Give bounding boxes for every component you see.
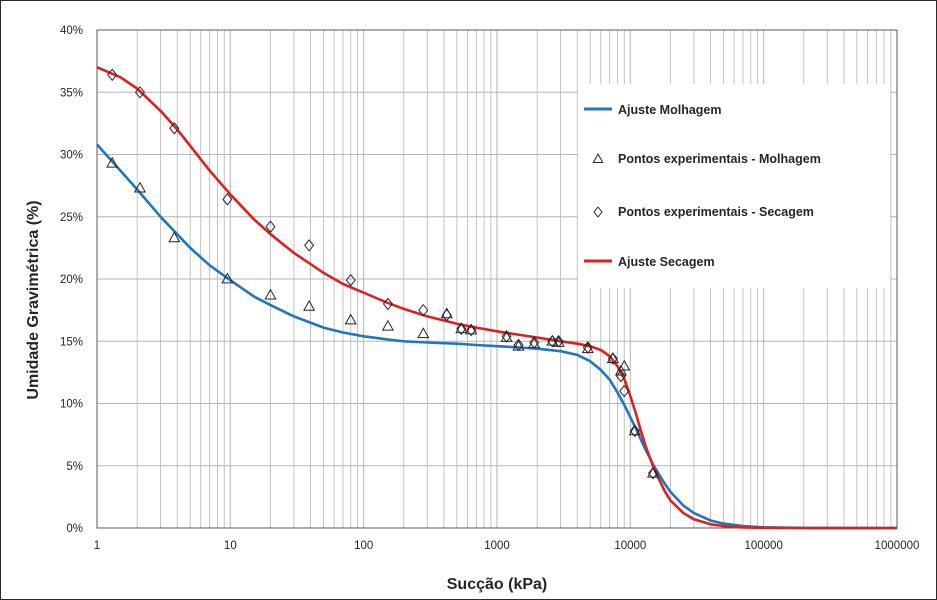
- x-tick-label: 100000: [744, 540, 782, 552]
- diamond-marker: [607, 352, 618, 365]
- x-tick-labels: 1 10 100 1000 10000 100000 1000000: [94, 540, 920, 552]
- x-tick-label: 1: [94, 540, 100, 552]
- y-tick-label: 35%: [60, 87, 83, 99]
- triangle-marker: [417, 327, 430, 339]
- diamond-marker: [441, 308, 452, 322]
- triangle-marker: [168, 231, 181, 243]
- triangle-marker: [221, 272, 234, 284]
- triangle-marker: [264, 288, 277, 300]
- diamond-marker: [466, 323, 477, 337]
- diamond-marker: [629, 424, 640, 438]
- x-axis-title: Sucção (kPa): [447, 576, 547, 593]
- plot-area-border: [96, 29, 898, 529]
- series: [96, 66, 898, 530]
- triangle-marker: [646, 466, 660, 478]
- diamond-marker: [513, 338, 524, 352]
- legend: Ajuste Molhagem Pontos experimentais - M…: [578, 84, 890, 288]
- diamond-marker: [647, 466, 659, 480]
- diamond-marker: [107, 68, 118, 82]
- triangle-marker: [606, 352, 619, 364]
- diamond-marker: [456, 322, 467, 336]
- triangle-marker: [628, 424, 641, 436]
- series-pontos-experimentais-secagem: [107, 68, 659, 480]
- triangle-marker: [455, 322, 468, 334]
- triangle-marker: [303, 299, 316, 311]
- y-tick-label: 15%: [60, 336, 83, 348]
- diamond-marker: [529, 336, 540, 349]
- diamond-marker: [553, 334, 564, 348]
- x-tick-label: 1000000: [875, 540, 920, 552]
- x-tick-label: 10: [224, 540, 237, 552]
- diamond-marker: [222, 193, 233, 206]
- y-tick-label: 0%: [66, 523, 83, 535]
- x-tick-label: 10000: [614, 540, 646, 552]
- y-axis-title: Umidade Gravimétrica (%): [25, 200, 42, 399]
- diamond-marker: [169, 122, 180, 135]
- legend-marker-diamond: [593, 206, 603, 218]
- x-tick-label: 1000: [484, 540, 510, 552]
- y-tick-labels: 0% 5% 10% 15% 20% 25% 30% 35% 40%: [60, 25, 83, 535]
- y-tick-label: 5%: [66, 461, 83, 473]
- triangle-marker: [618, 359, 631, 371]
- axes: [96, 29, 898, 529]
- diamond-marker: [615, 369, 626, 383]
- diamond-marker: [382, 297, 393, 311]
- legend-label-pontos-secagem: Pontos experimentais - Secagem: [618, 205, 814, 219]
- y-tick-label: 25%: [60, 212, 83, 224]
- diamond-marker: [345, 273, 356, 287]
- triangle-marker: [381, 319, 394, 331]
- legend-label-ajuste-molhagem: Ajuste Molhagem: [618, 103, 722, 117]
- x-tick-label: 100: [354, 540, 373, 552]
- series-pontos-experimentais-molhagem: [106, 156, 660, 478]
- legend-label-ajuste-secagem: Ajuste Secagem: [618, 255, 715, 269]
- diamond-marker: [304, 239, 315, 252]
- line-ajuste-molhagem: [96, 143, 898, 530]
- diamond-marker: [619, 384, 630, 398]
- triangle-marker: [465, 323, 478, 335]
- diamond-marker: [418, 303, 429, 317]
- legend-marker-triangle: [592, 152, 604, 163]
- y-tick-label: 10%: [60, 399, 83, 411]
- diamond-marker: [501, 329, 512, 343]
- legend-box: [578, 84, 890, 288]
- triangle-marker: [106, 156, 119, 168]
- diamond-marker: [265, 220, 276, 234]
- legend-label-pontos-molhagem: Pontos experimentais - Molhagem: [618, 152, 821, 166]
- y-tick-label: 40%: [60, 25, 83, 37]
- series-ajuste-molhagem: [96, 143, 898, 530]
- triangle-marker: [133, 181, 147, 193]
- y-tick-label: 30%: [60, 150, 83, 162]
- diamond-marker: [134, 85, 146, 99]
- diamond-marker: [582, 341, 593, 354]
- y-tick-label: 20%: [60, 274, 83, 286]
- triangle-marker: [344, 313, 357, 325]
